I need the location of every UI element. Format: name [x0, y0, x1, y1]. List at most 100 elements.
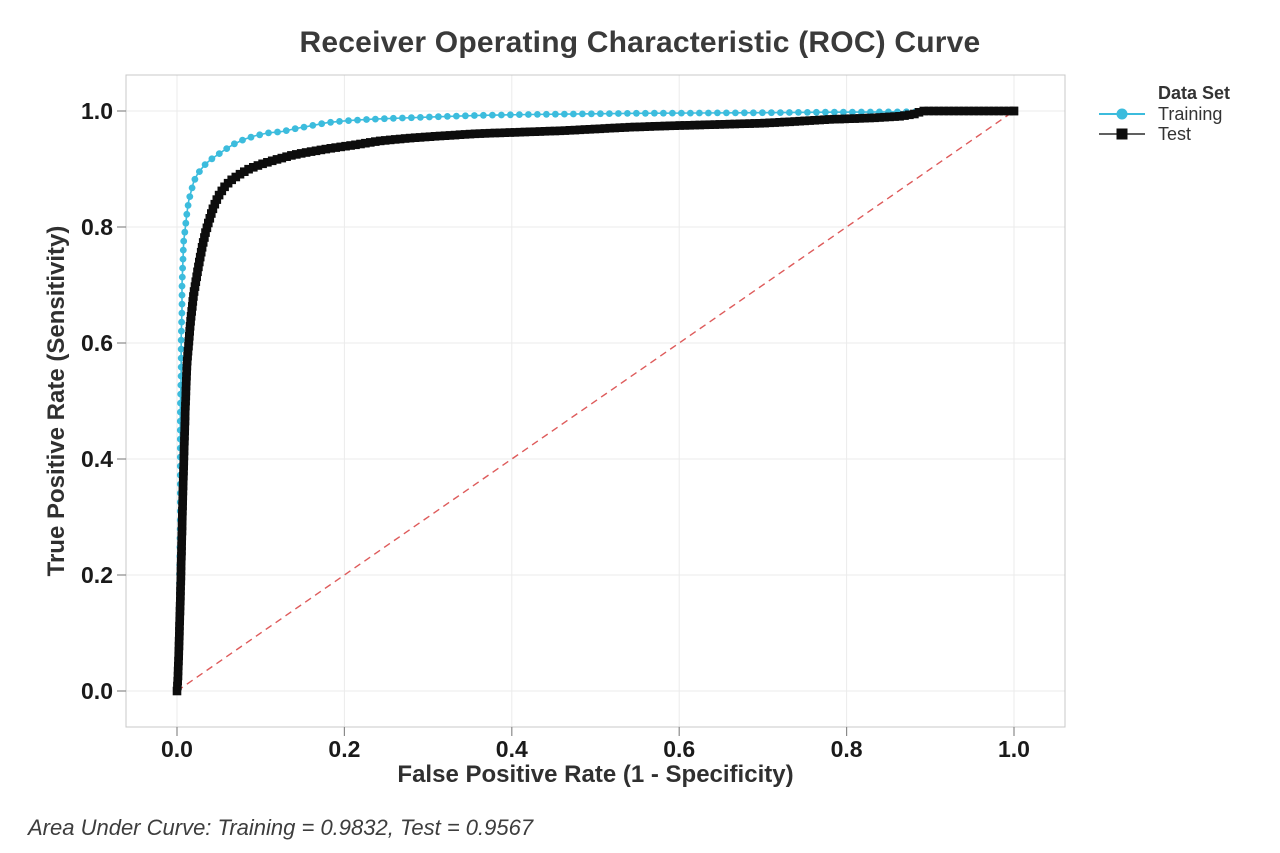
data-point: [507, 111, 514, 119]
gridlines: [126, 75, 1065, 727]
data-point: [204, 218, 213, 228]
data-point: [179, 461, 188, 471]
y-axis-title: True Positive Rate (Sensitivity): [43, 225, 70, 577]
data-point: [175, 601, 185, 611]
data-point: [914, 108, 924, 117]
data-point: [181, 228, 189, 236]
data-point: [179, 441, 189, 451]
data-point: [176, 571, 186, 581]
data-point: [274, 128, 281, 136]
data-point: [974, 106, 984, 116]
data-point: [660, 121, 670, 131]
data-point: [700, 120, 710, 130]
data-point: [287, 151, 296, 160]
data-point: [210, 199, 220, 209]
reference-diagonal: [176, 110, 1015, 692]
data-point: [182, 361, 192, 371]
data-point: [180, 237, 188, 245]
data-point: [175, 621, 184, 631]
data-point: [176, 556, 186, 566]
data-point: [253, 161, 263, 170]
data-point: [555, 126, 565, 136]
data-point: [850, 114, 859, 123]
data-point: [645, 122, 655, 131]
data-point: [272, 155, 282, 164]
data-point: [180, 411, 190, 421]
data-point: [306, 147, 316, 156]
data-point: [200, 233, 209, 242]
data-point: [181, 391, 191, 401]
data-point: [755, 119, 764, 128]
legend-item-test[interactable]: Test: [1097, 124, 1230, 144]
data-point: [354, 116, 361, 124]
data-point: [182, 376, 191, 386]
training-line-marker-icon: [1099, 108, 1145, 120]
data-point: [173, 681, 182, 691]
legend: Data Set Training Test: [1097, 83, 1230, 144]
data-point: [785, 117, 794, 127]
data-point: [620, 123, 630, 132]
data-point: [606, 110, 613, 117]
data-point: [959, 106, 969, 116]
data-point: [815, 115, 824, 125]
data-point: [390, 135, 400, 144]
data-point: [615, 110, 622, 117]
data-point: [939, 106, 949, 116]
data-point: [795, 116, 804, 126]
data-point: [173, 666, 183, 676]
data-point: [420, 132, 430, 142]
data-point: [176, 561, 186, 571]
data-point: [366, 138, 375, 147]
data-point: [256, 131, 264, 139]
data-point: [182, 219, 190, 227]
data-point: [361, 138, 370, 148]
data-point: [205, 214, 215, 223]
data-point: [471, 112, 478, 119]
data-point: [579, 110, 586, 118]
data-point: [430, 132, 440, 141]
data-point: [820, 115, 829, 124]
data-point: [381, 115, 388, 123]
data-point: [685, 121, 695, 130]
y-tick-label: 0.8: [81, 214, 113, 240]
data-point: [175, 631, 184, 641]
data-point: [177, 541, 186, 551]
data-point: [624, 110, 631, 117]
data-point: [444, 113, 451, 120]
data-point: [525, 111, 532, 118]
data-point: [723, 109, 730, 117]
legend-item-training[interactable]: Training: [1097, 104, 1230, 124]
data-point: [500, 128, 510, 137]
data-point: [336, 118, 343, 125]
data-point: [201, 161, 209, 169]
data-point: [188, 297, 198, 306]
data-point: [900, 111, 909, 120]
data-point: [588, 110, 595, 118]
data-point: [875, 113, 884, 122]
data-point: [665, 121, 675, 131]
data-point: [455, 130, 465, 139]
data-point: [642, 109, 649, 117]
data-point: [605, 123, 615, 133]
data-point: [181, 386, 191, 396]
data-point: [505, 128, 515, 137]
data-point: [184, 341, 193, 351]
data-point: [179, 466, 188, 476]
data-point: [178, 481, 188, 491]
data-point: [277, 153, 287, 163]
data-point: [309, 122, 317, 129]
x-tick-label: 0.2: [328, 736, 360, 762]
data-point: [994, 106, 1004, 116]
data-point: [196, 168, 203, 176]
data-point: [831, 108, 838, 116]
legend-label-test: Test: [1158, 124, 1192, 144]
data-point: [675, 121, 685, 130]
data-point: [174, 641, 184, 651]
data-point: [375, 136, 385, 146]
data-point: [565, 126, 575, 135]
data-point: [680, 121, 690, 130]
data-point: [400, 134, 410, 143]
data-point: [194, 262, 203, 272]
data-point: [765, 118, 774, 128]
